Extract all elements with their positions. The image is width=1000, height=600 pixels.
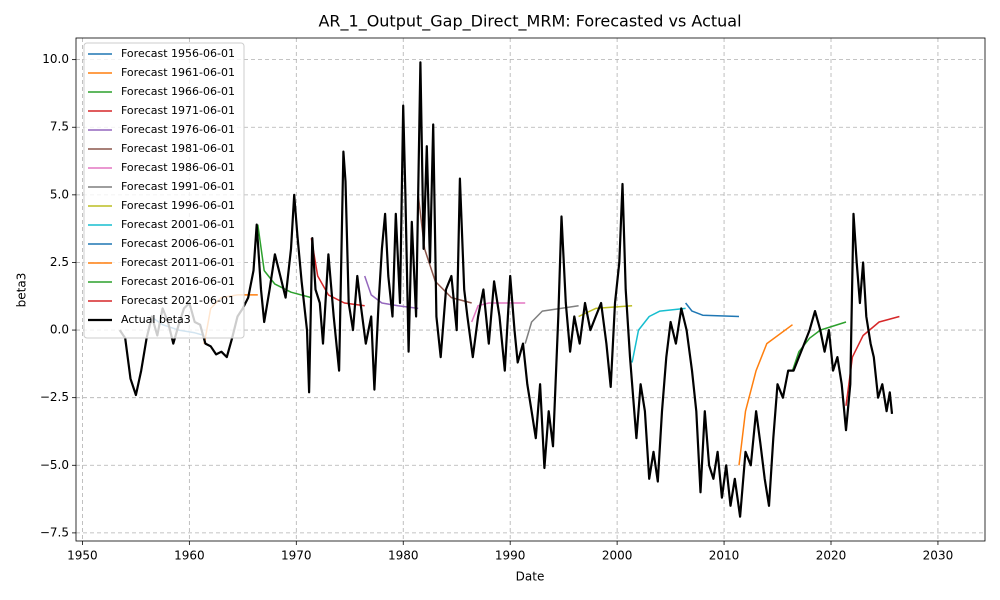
legend-label: Forecast 2006-06-01 <box>121 237 235 250</box>
series-line <box>631 307 686 363</box>
series-line <box>791 321 847 371</box>
y-tick-label: 0.0 <box>50 323 69 337</box>
y-tick-label: −5.0 <box>40 458 69 472</box>
legend-label: Forecast 1961-06-01 <box>121 66 235 79</box>
y-tick-label: −2.5 <box>40 390 69 404</box>
legend-label: Forecast 1976-06-01 <box>121 123 235 136</box>
x-tick-label: 2010 <box>709 549 740 563</box>
x-axis-label: Date <box>516 570 545 584</box>
series-line <box>471 302 526 323</box>
x-tick-label: 2030 <box>923 549 954 563</box>
x-tick-label: 1960 <box>174 549 205 563</box>
legend: Forecast 1956-06-01 Forecast 1961-06-01 Fo… <box>83 42 245 339</box>
y-tick-label: 7.5 <box>50 120 69 134</box>
legend-label: Forecast 1996-06-01 <box>121 199 235 212</box>
x-tick-label: 1970 <box>281 549 312 563</box>
x-tick-label: 1980 <box>388 549 419 563</box>
legend-label: Forecast 1956-06-01 <box>121 47 235 60</box>
series-line <box>363 275 419 310</box>
legend-label: Forecast 2011-06-01 <box>121 256 235 269</box>
legend-label: Forecast 2021-06-01 <box>121 294 235 307</box>
legend-label: Forecast 1981-06-01 <box>121 142 235 155</box>
x-tick-label: 2000 <box>602 549 633 563</box>
x-tick-label: 1990 <box>495 549 526 563</box>
legend-label: Forecast 2001-06-01 <box>121 218 235 231</box>
series-line <box>310 237 365 307</box>
y-tick-label: 2.5 <box>50 255 69 269</box>
y-axis-label: beta3 <box>15 273 29 308</box>
series-line <box>118 61 894 518</box>
y-tick-label: −7.5 <box>40 525 69 539</box>
legend-label: Forecast 2016-06-01 <box>121 275 235 288</box>
legend-label: Forecast 1971-06-01 <box>121 104 235 117</box>
plot-frame <box>75 37 986 542</box>
legend-label: Forecast 1966-06-01 <box>121 85 235 98</box>
legend-label: Actual beta3 <box>121 313 191 326</box>
series-line <box>257 224 312 299</box>
legend-label: Forecast 1991-06-01 <box>121 180 235 193</box>
x-tick-label: 1950 <box>67 549 98 563</box>
legend-label: Forecast 1986-06-01 <box>121 161 235 174</box>
series-line <box>738 324 793 466</box>
series-line <box>524 304 579 344</box>
y-tick-label: 5.0 <box>50 187 69 201</box>
y-tick-label: 10.0 <box>42 52 69 66</box>
chart-title: AR_1_Output_Gap_Direct_MRM: Forecasted v… <box>318 12 741 32</box>
series-line <box>685 302 740 318</box>
x-tick-label: 2020 <box>816 549 847 563</box>
legend-box <box>83 42 245 339</box>
